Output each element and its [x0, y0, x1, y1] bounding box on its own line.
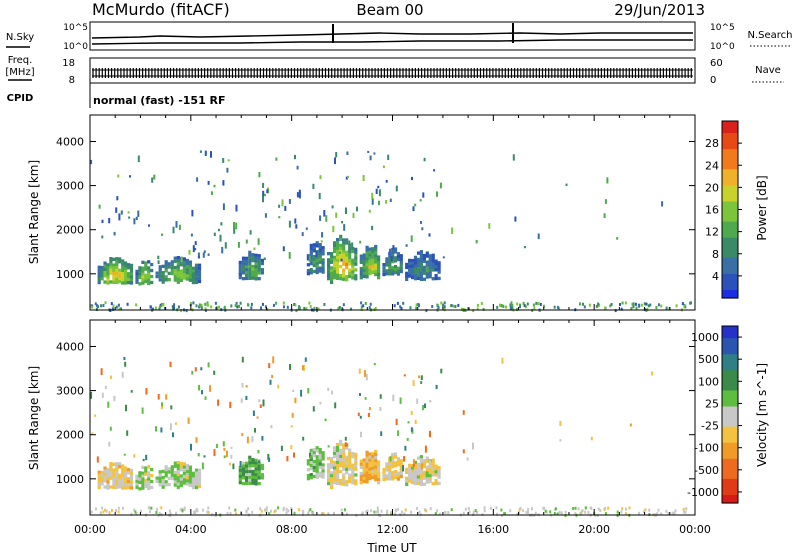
power-panel: 1000 2000 3000 4000 Slant Range [km] 4 8 12 16… [27, 114, 769, 313]
station-title: McMurdo (fitACF) [92, 0, 230, 19]
echo-region [238, 455, 264, 486]
time-axis-label: Time UT [366, 541, 417, 554]
colorbar-tick-label: -25 [701, 420, 719, 433]
echo-region [359, 449, 381, 485]
noise-sky-label: N.Sky [6, 32, 34, 43]
y-tick-label: 1000 [56, 268, 84, 281]
echo-region [327, 234, 358, 284]
frequency-panel: Freq. [MHz] 18 8 60 0 Nave CPID normal (… [5, 55, 784, 108]
x-tick-label: 00:00 [679, 523, 711, 536]
colorbar-tick-label: 20 [705, 181, 719, 194]
power-ylabel: Slant Range [km] [27, 160, 41, 264]
colorbar-tick-label: -1000 [687, 486, 719, 499]
colorbar-tick-label: 16 [705, 204, 719, 217]
noise-panel: N.Sky 10^5 10^0 10^5 10^0 N.Search [6, 21, 793, 52]
noise-left-tick-bottom: 10^0 [63, 42, 88, 52]
velocity-echo-layer [90, 356, 688, 518]
colorbar-tick-label: -100 [694, 442, 719, 455]
y-tick-label: 4000 [56, 340, 84, 353]
echo-region [155, 256, 202, 285]
velocity-colorbar: 1000 500 100 25 -25 -100 -500 -1000 [687, 325, 742, 504]
echo-region [135, 260, 154, 286]
echo-region [382, 247, 403, 277]
echo-region [97, 257, 134, 285]
freq-unit-label: [MHz] [5, 67, 34, 78]
colorbar-tick-label: 12 [705, 226, 719, 239]
power-colorbar-label: Power [dB] [755, 175, 769, 240]
x-tick-label: 00:00 [74, 523, 106, 536]
y-tick-label: 2000 [56, 224, 84, 237]
date-title: 29/Jun/2013 [614, 1, 705, 19]
colorbar-tick-label: 25 [705, 397, 719, 410]
echo-region [155, 461, 202, 490]
noise-right-tick-bottom: 10^0 [710, 42, 735, 52]
colorbar-tick-label: 1000 [691, 331, 719, 344]
nave-tick-top: 60 [710, 58, 723, 69]
colorbar-tick-label: 28 [705, 137, 719, 150]
beam-title: Beam 00 [356, 1, 423, 19]
velocity-ylabel: Slant Range [km] [27, 366, 41, 470]
power-axes: 1000 2000 3000 4000 [56, 115, 696, 310]
x-tick-label: 04:00 [175, 523, 207, 536]
x-tick-label: 08:00 [276, 523, 308, 536]
y-tick-label: 1000 [56, 473, 84, 486]
cpid-text: normal (fast) -151 RF [93, 94, 226, 107]
echo-region [327, 439, 358, 489]
scattered-echoes [90, 150, 692, 313]
velocity-panel: 1000 2000 3000 4000 00:00 04:00 08:00 12:00 16:0… [27, 319, 769, 554]
echo-region [405, 250, 441, 281]
velocity-axes: 1000 2000 3000 4000 00:00 04:00 08:00 12:00 16:0… [56, 320, 711, 536]
y-tick-label: 4000 [56, 135, 84, 148]
y-tick-label: 2000 [56, 429, 84, 442]
colorbar-tick-label: -500 [694, 464, 719, 477]
colorbar-tick-label: 100 [698, 375, 719, 388]
echo-region [135, 465, 154, 491]
x-tick-label: 20:00 [578, 523, 610, 536]
freq-tick-bottom: 8 [69, 75, 75, 86]
y-tick-label: 3000 [56, 385, 84, 398]
echo-region [306, 446, 325, 481]
colorbar-tick-label: 500 [698, 353, 719, 366]
echo-region [405, 455, 441, 486]
noise-left-tick-top: 10^5 [63, 23, 88, 33]
power-colorbar: 4 8 12 16 20 24 28 [705, 120, 742, 299]
noise-sky-trace [91, 32, 693, 39]
power-echo-layer [90, 150, 692, 313]
freq-label: Freq. [8, 55, 33, 66]
nave-tick-bottom: 0 [710, 75, 716, 86]
x-tick-label: 16:00 [477, 523, 509, 536]
velocity-colorbar-label: Velocity [m s^-1] [755, 363, 769, 467]
nave-label: Nave [755, 65, 781, 76]
y-tick-label: 3000 [56, 180, 84, 193]
noise-right-tick-top: 10^5 [710, 23, 735, 33]
frequency-nave-trace [92, 68, 693, 78]
echo-region [97, 462, 134, 490]
cpid-label: CPID [7, 93, 34, 104]
noise-search-label: N.Search [747, 30, 792, 41]
colorbar-tick-label: 4 [712, 270, 719, 283]
x-tick-label: 12:00 [377, 523, 409, 536]
echo-region [382, 452, 403, 482]
colorbar-tick-label: 24 [705, 159, 719, 172]
echo-region [359, 244, 381, 280]
freq-tick-top: 18 [62, 58, 75, 69]
colorbar-tick-label: 8 [712, 248, 719, 261]
noise-search-trace [91, 39, 693, 45]
echo-region [238, 250, 264, 281]
